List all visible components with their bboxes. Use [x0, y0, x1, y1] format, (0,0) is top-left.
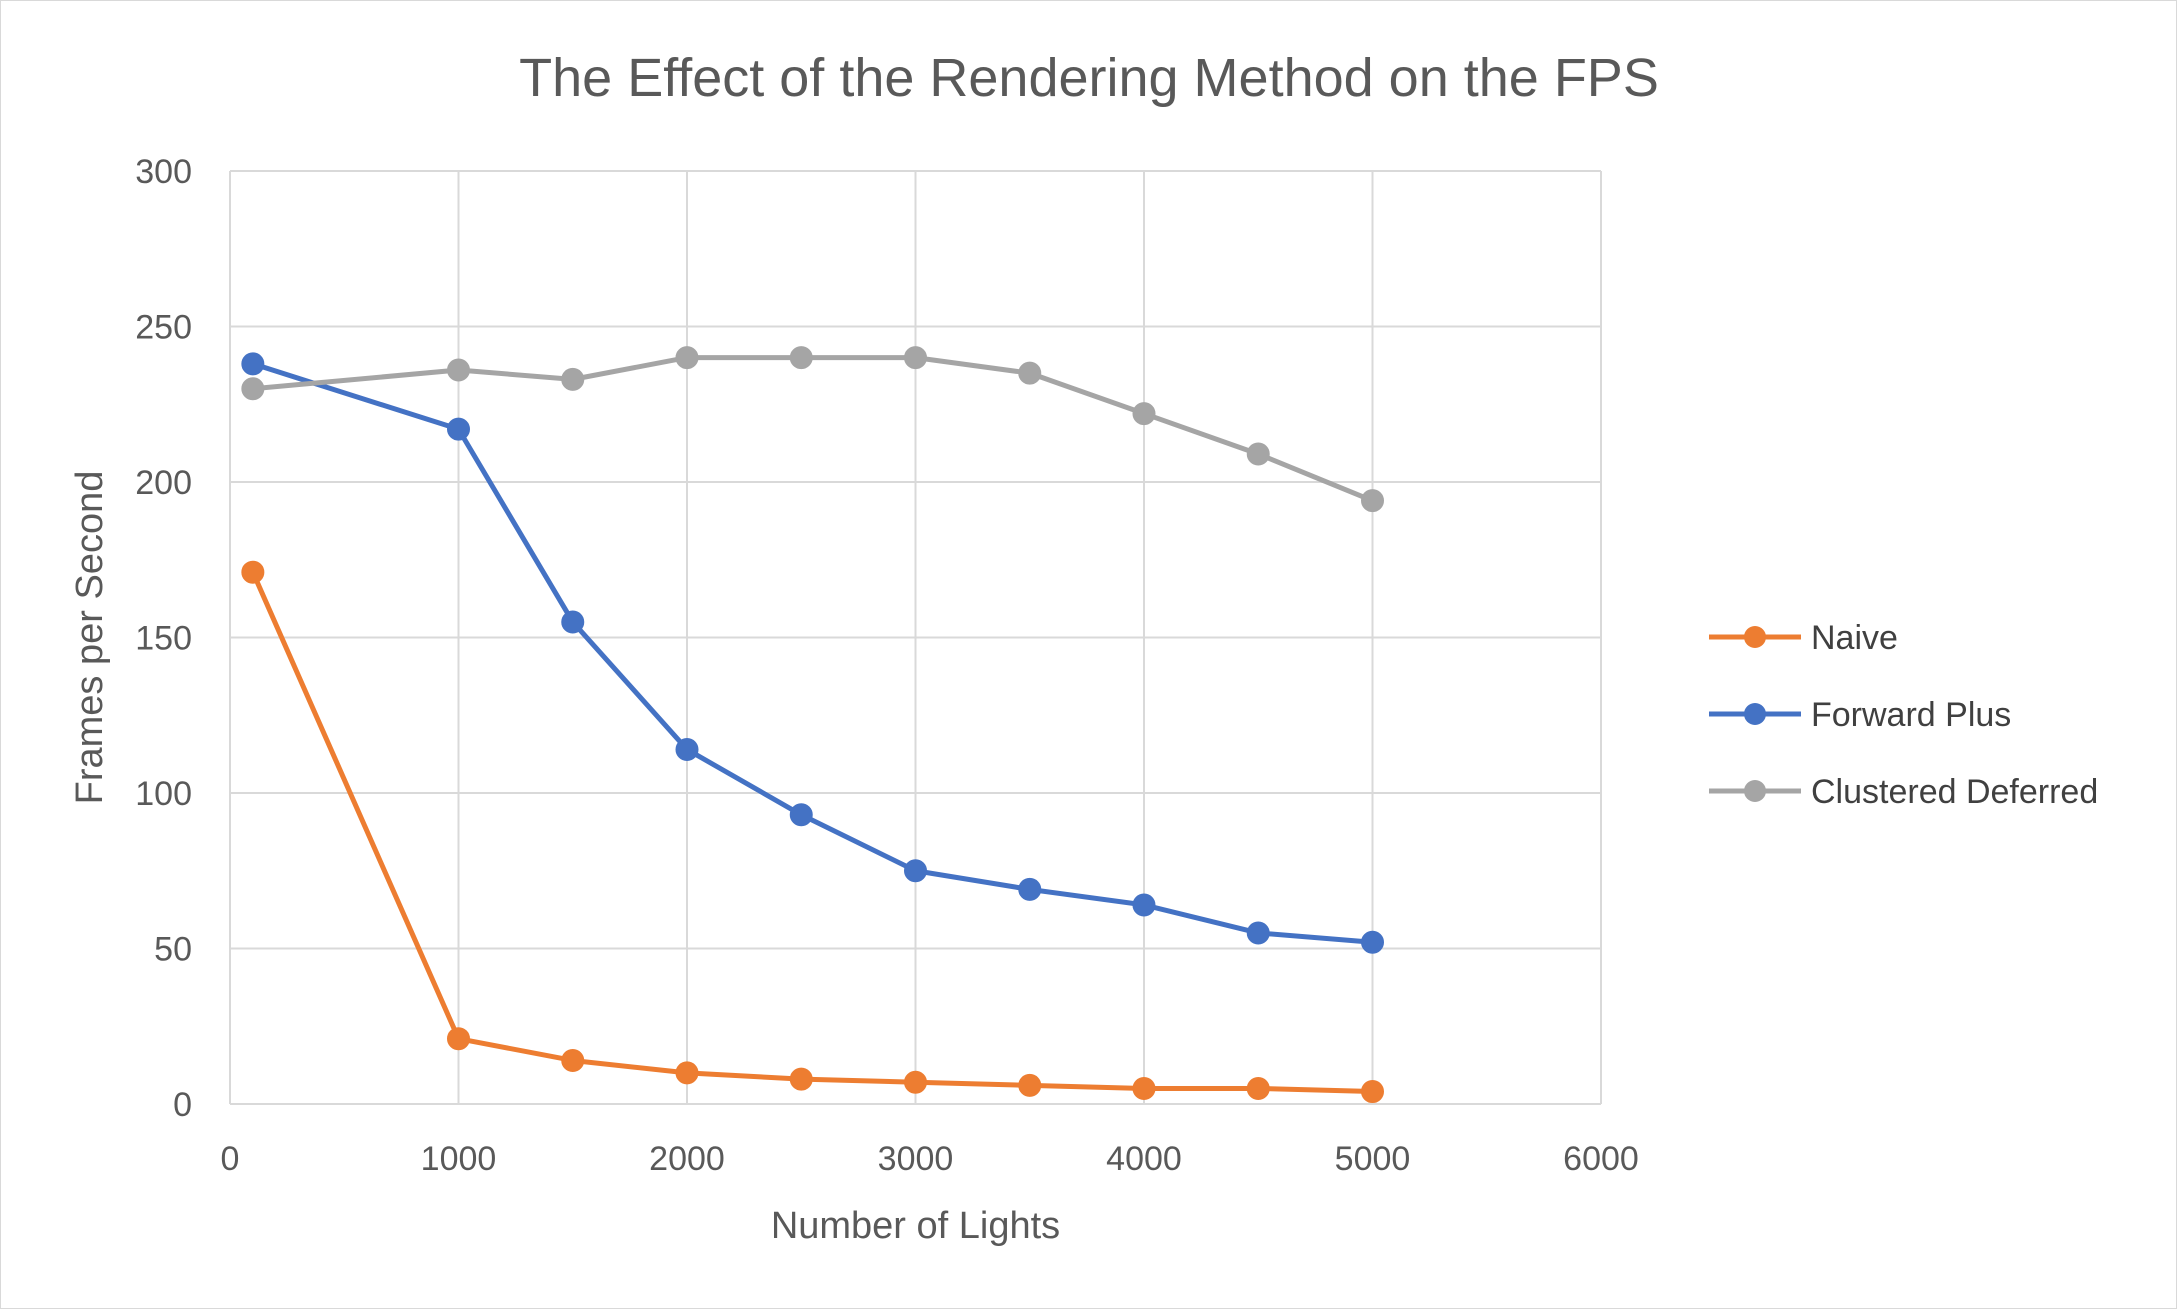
data-point-clustered-deferred — [241, 377, 265, 401]
data-point-clustered-deferred — [904, 346, 927, 370]
series-clustered-deferred — [241, 346, 1384, 513]
legend-item-forward-plus: Forward Plus — [1709, 696, 2011, 734]
y-tick-label: 0 — [173, 1086, 192, 1124]
series-line-clustered-deferred — [252, 355, 1374, 503]
legend-marker-naive — [1744, 626, 1766, 648]
data-point-naive — [241, 560, 265, 584]
chart-title: The Effect of the Rendering Method on th… — [519, 48, 1659, 108]
grid-layer — [229, 170, 1602, 1105]
y-tick-label: 150 — [135, 620, 192, 658]
x-axis-title: Number of Lights — [771, 1205, 1060, 1247]
data-point-naive — [789, 1067, 813, 1091]
x-tick-label: 0 — [221, 1140, 240, 1178]
data-point-naive — [675, 1061, 699, 1085]
data-point-forward-plus — [1132, 893, 1156, 917]
data-point-clustered-deferred — [1246, 442, 1270, 466]
data-point-naive — [1361, 1080, 1384, 1104]
legend-marker-clustered-deferred — [1744, 780, 1766, 802]
x-tick-label: 4000 — [1106, 1140, 1182, 1178]
x-tick-label: 3000 — [878, 1140, 954, 1178]
data-point-forward-plus — [675, 737, 699, 761]
series-forward-plus — [241, 352, 1384, 954]
data-point-forward-plus — [1361, 930, 1384, 954]
y-tick-label: 200 — [135, 464, 192, 502]
data-point-naive — [1018, 1073, 1042, 1097]
y-tick-label: 300 — [135, 153, 192, 191]
legend-label-clustered-deferred: Clustered Deferred — [1811, 773, 2098, 811]
data-point-clustered-deferred — [1361, 489, 1384, 513]
y-axis-title: Frames per Second — [69, 471, 111, 805]
tick-layer: 0 1000 2000 3000 4000 5000 6000 0 50 100 150 200 250… — [135, 153, 1639, 1178]
legend: Naive Forward Plus Clustered Deferred — [1709, 619, 2098, 811]
data-point-clustered-deferred — [447, 358, 470, 382]
data-point-clustered-deferred — [1018, 361, 1042, 385]
data-point-forward-plus — [789, 803, 813, 827]
x-tick-label: 2000 — [649, 1140, 725, 1178]
data-point-forward-plus — [447, 417, 470, 441]
legend-item-clustered-deferred: Clustered Deferred — [1709, 773, 2098, 811]
x-tick-label: 5000 — [1335, 1140, 1411, 1178]
data-point-clustered-deferred — [561, 367, 585, 391]
series-line-naive — [250, 571, 1373, 1095]
data-point-forward-plus — [904, 859, 927, 883]
data-point-naive — [447, 1027, 470, 1051]
data-point-forward-plus — [561, 610, 585, 634]
x-tick-label: 1000 — [421, 1140, 497, 1178]
legend-label-naive: Naive — [1811, 619, 1898, 657]
series-naive — [241, 560, 1384, 1104]
data-point-clustered-deferred — [675, 346, 699, 370]
data-point-forward-plus — [1246, 921, 1270, 945]
series-line-forward-plus — [252, 361, 1373, 945]
data-point-forward-plus — [1018, 877, 1042, 901]
data-point-forward-plus — [241, 352, 265, 376]
y-tick-label: 100 — [135, 775, 192, 813]
legend-marker-forward-plus — [1744, 703, 1766, 725]
data-point-naive — [561, 1048, 585, 1072]
data-point-naive — [1132, 1076, 1156, 1100]
y-tick-label: 250 — [135, 309, 192, 347]
x-tick-label: 6000 — [1563, 1140, 1639, 1178]
y-tick-label: 50 — [154, 931, 192, 969]
series-layer — [241, 346, 1384, 1104]
legend-label-forward-plus: Forward Plus — [1811, 696, 2011, 734]
legend-item-naive: Naive — [1709, 619, 1898, 657]
data-point-clustered-deferred — [1132, 402, 1156, 426]
data-point-naive — [904, 1070, 927, 1094]
data-point-clustered-deferred — [789, 346, 813, 370]
data-point-naive — [1246, 1076, 1270, 1100]
